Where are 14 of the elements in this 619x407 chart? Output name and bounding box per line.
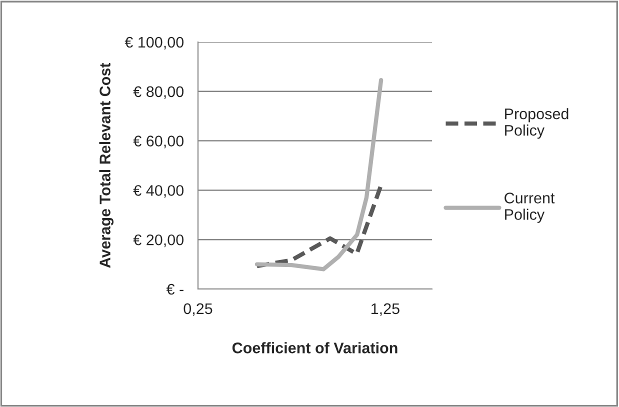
x-tick-label: 0,25 xyxy=(184,303,212,316)
x-tick-label: 1,25 xyxy=(372,303,400,316)
x-axis-title: Coefficient of Variation xyxy=(232,342,398,354)
legend-label: Proposed Policy xyxy=(505,108,568,139)
y-axis-title: Average Total Relevant Cost xyxy=(99,62,114,268)
legend-label: Current Policy xyxy=(504,192,555,223)
y-tick-label: € 20,00 xyxy=(133,234,184,248)
y-tick-label: € 80,00 xyxy=(133,86,184,99)
y-tick-label: € 40,00 xyxy=(133,185,184,198)
y-tick-label: € 100,00 xyxy=(124,36,184,50)
line-series xyxy=(254,78,384,272)
y-tick-label: € - xyxy=(166,284,184,295)
y-tick-label: € 60,00 xyxy=(133,136,184,148)
line-series xyxy=(254,184,383,268)
